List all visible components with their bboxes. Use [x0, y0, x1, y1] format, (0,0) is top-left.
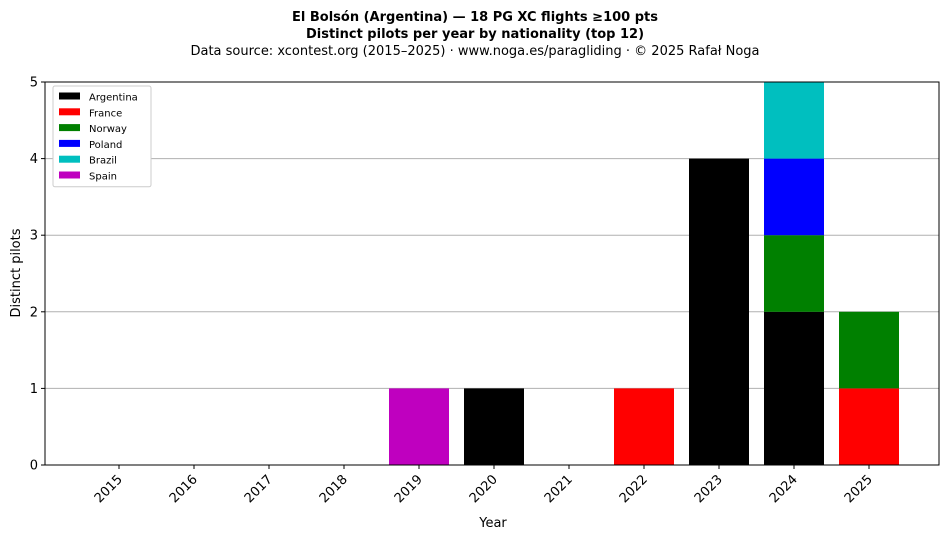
legend-label: Brazil — [89, 156, 117, 167]
legend-swatch — [59, 171, 80, 179]
bar-segment — [839, 388, 899, 465]
legend-label: Spain — [89, 172, 117, 183]
bar-segment — [839, 311, 899, 389]
bar-segment — [614, 388, 674, 465]
y-tick-label: 0 — [30, 459, 38, 474]
x-tick-label: 2024 — [767, 472, 801, 506]
x-tick-label: 2018 — [317, 472, 351, 506]
y-axis-label: Distinct pilots — [9, 228, 24, 317]
x-tick-label: 2022 — [617, 472, 651, 506]
chart-title-line-1: El Bolsón (Argentina) — 18 PG XC flights… — [292, 10, 658, 25]
chart-subtitle: Data source: xcontest.org (2015–2025) · … — [190, 44, 759, 59]
x-tick-label: 2021 — [542, 472, 576, 506]
legend-swatch — [59, 124, 80, 132]
y-tick-label: 3 — [30, 229, 38, 244]
bar-segment — [764, 82, 824, 159]
x-tick-label: 2017 — [242, 472, 276, 506]
y-tick-label: 2 — [30, 305, 38, 320]
bar-segment — [764, 235, 824, 312]
bar-segment — [764, 311, 824, 465]
bar-segment — [464, 388, 524, 465]
y-axis: 0 1 2 3 4 5 — [30, 76, 45, 474]
y-tick-label: 5 — [30, 76, 38, 91]
bar-segment — [689, 158, 749, 465]
bar-segment — [389, 388, 449, 465]
legend-label: France — [89, 108, 122, 119]
legend-swatch — [59, 155, 80, 163]
x-tick-label: 2025 — [842, 472, 876, 506]
legend-swatch — [59, 92, 80, 100]
legend-label: Argentina — [89, 93, 138, 104]
y-tick-label: 1 — [30, 382, 38, 397]
legend: Argentina France Norway Poland Brazil Spain — [52, 85, 152, 188]
plot-area-frame — [44, 81, 940, 466]
x-tick-label: 2016 — [167, 472, 201, 506]
legend-label: Norway — [89, 124, 127, 135]
x-tick-label: 2023 — [692, 472, 726, 506]
legend-swatch — [59, 139, 80, 147]
x-axis: 2015 2016 2017 2018 2019 2020 2021 2022 2023 2024… — [92, 465, 876, 506]
x-tick-label: 2020 — [467, 472, 501, 506]
x-tick-label: 2019 — [392, 472, 426, 506]
bar-segment — [764, 158, 824, 236]
y-tick-label: 4 — [30, 152, 38, 167]
x-axis-label: Year — [478, 516, 507, 531]
legend-label: Poland — [89, 140, 122, 151]
legend-swatch — [59, 108, 80, 116]
x-tick-label: 2015 — [92, 472, 126, 506]
bars — [389, 82, 899, 465]
chart-title-line-2: Distinct pilots per year by nationality … — [306, 27, 644, 42]
